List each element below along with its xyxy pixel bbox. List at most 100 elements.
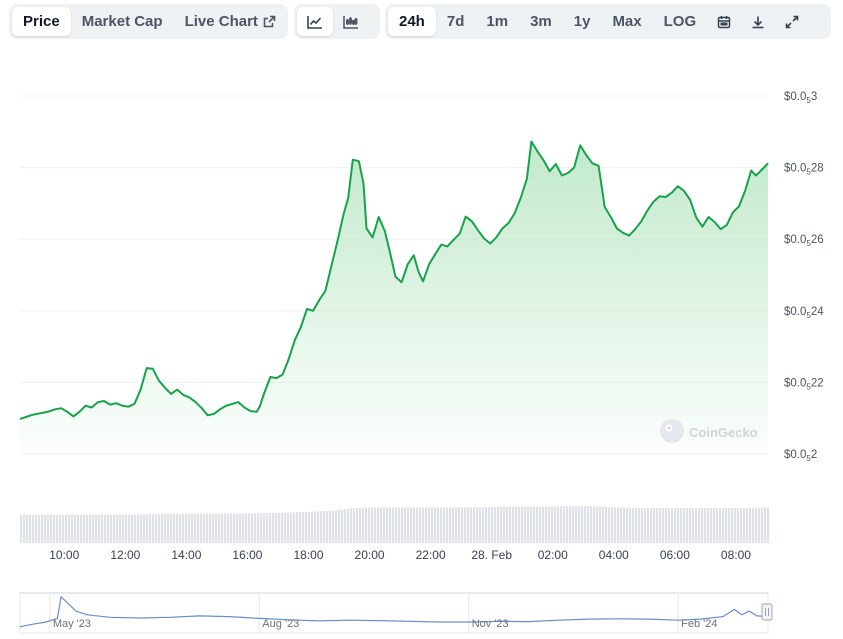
volume-bar bbox=[764, 507, 767, 543]
navigator-handle[interactable] bbox=[761, 603, 773, 621]
volume-bar bbox=[452, 507, 455, 543]
volume-bar bbox=[380, 507, 383, 543]
price-point bbox=[677, 185, 679, 187]
price-point bbox=[48, 410, 50, 412]
volume-bar bbox=[281, 512, 284, 543]
price-point bbox=[744, 190, 746, 192]
volume-bar bbox=[311, 511, 314, 543]
volume-bar bbox=[701, 508, 704, 543]
volume-bar bbox=[224, 513, 227, 543]
tab-market-cap[interactable]: Market Cap bbox=[81, 13, 163, 30]
download-button[interactable] bbox=[741, 7, 775, 36]
price-point bbox=[115, 402, 117, 404]
volume-bar bbox=[734, 507, 737, 543]
volume-bar bbox=[431, 507, 434, 543]
price-point bbox=[434, 253, 436, 255]
y-tick-label: $0.0526 bbox=[784, 234, 824, 248]
price-chart[interactable]: $0.053 $0.0528 $0.0526 $0.0524 $0.0522 $0.052 bbox=[0, 45, 843, 470]
volume-bar bbox=[347, 508, 350, 543]
price-point bbox=[501, 228, 503, 230]
price-point bbox=[622, 232, 624, 234]
price-point bbox=[388, 249, 390, 251]
range-1y[interactable]: 1y bbox=[573, 13, 591, 30]
candlestick-chart-icon bbox=[343, 15, 359, 29]
volume-bar bbox=[176, 513, 179, 543]
range-max[interactable]: Max bbox=[612, 13, 642, 30]
volume-bar bbox=[530, 506, 533, 543]
volume-bar bbox=[482, 507, 485, 543]
price-point bbox=[263, 392, 265, 394]
volume-bar bbox=[191, 513, 194, 543]
download-icon bbox=[751, 15, 765, 29]
price-point bbox=[19, 418, 21, 420]
volume-bar bbox=[584, 506, 587, 543]
price-point bbox=[24, 417, 26, 419]
price-line bbox=[19, 140, 769, 420]
line-chart-button[interactable] bbox=[297, 7, 333, 36]
range-1m[interactable]: 1m bbox=[486, 13, 509, 30]
price-point bbox=[79, 411, 81, 413]
x-tick-label: 18:00 bbox=[293, 548, 324, 562]
volume-bar bbox=[53, 514, 56, 543]
volume-bar bbox=[593, 506, 596, 543]
price-point bbox=[683, 190, 685, 192]
volume-bar bbox=[755, 507, 758, 543]
volume-bar bbox=[95, 514, 98, 543]
tab-live-chart[interactable]: Live Chart bbox=[174, 7, 287, 36]
volume-bar bbox=[152, 513, 155, 543]
navigator[interactable] bbox=[0, 590, 843, 637]
price-point bbox=[140, 389, 142, 391]
volume-bar bbox=[266, 513, 269, 543]
volume-bar bbox=[374, 507, 377, 543]
volume-bar bbox=[62, 514, 65, 543]
price-point bbox=[294, 339, 296, 341]
price-point bbox=[459, 233, 461, 235]
range-24h[interactable]: 24h bbox=[388, 7, 436, 36]
volume-bar bbox=[287, 512, 290, 543]
volume-bar bbox=[338, 509, 341, 543]
volume-bar bbox=[497, 507, 500, 543]
candlestick-chart-button[interactable] bbox=[333, 7, 369, 36]
volume-bar bbox=[680, 508, 683, 543]
volume-bar bbox=[614, 507, 617, 543]
price-point bbox=[530, 141, 532, 143]
volume-bar bbox=[167, 513, 170, 543]
price-point bbox=[36, 413, 38, 415]
price-point bbox=[407, 263, 409, 265]
volume-bar bbox=[386, 507, 389, 543]
fullscreen-button[interactable] bbox=[775, 7, 809, 36]
volume-bars bbox=[20, 506, 770, 543]
navigator-label: May '23 bbox=[52, 618, 92, 630]
volume-bar bbox=[314, 511, 317, 543]
volume-bar bbox=[140, 514, 143, 543]
volume-bar bbox=[362, 507, 365, 543]
volume-bar bbox=[179, 513, 182, 543]
price-point bbox=[640, 220, 642, 222]
price-point bbox=[250, 410, 252, 412]
price-point bbox=[103, 400, 105, 402]
range-7d[interactable]: 7d bbox=[446, 13, 465, 30]
volume-bar bbox=[662, 508, 665, 543]
x-tick-label: 02:00 bbox=[537, 548, 568, 562]
volume-bar bbox=[326, 510, 329, 543]
price-point bbox=[66, 411, 68, 413]
volume-bar bbox=[248, 513, 251, 543]
log-scale-toggle[interactable]: LOG bbox=[663, 13, 697, 30]
chart-view-toggle bbox=[294, 4, 380, 39]
volume-bar bbox=[743, 507, 746, 543]
price-point bbox=[363, 183, 365, 185]
price-point bbox=[358, 160, 360, 162]
volume-bar bbox=[245, 513, 248, 543]
price-point bbox=[60, 407, 62, 409]
volume-bar bbox=[551, 506, 554, 543]
volume-bar bbox=[554, 506, 557, 543]
volume-bar bbox=[296, 512, 299, 543]
volume-bar bbox=[107, 514, 110, 543]
volume-bar bbox=[569, 506, 572, 543]
range-3m[interactable]: 3m bbox=[530, 13, 552, 30]
volume-bar bbox=[656, 508, 659, 543]
calendar-button[interactable] bbox=[707, 7, 741, 36]
price-point bbox=[422, 280, 424, 282]
price-point bbox=[343, 213, 345, 215]
tab-price[interactable]: Price bbox=[12, 7, 71, 36]
